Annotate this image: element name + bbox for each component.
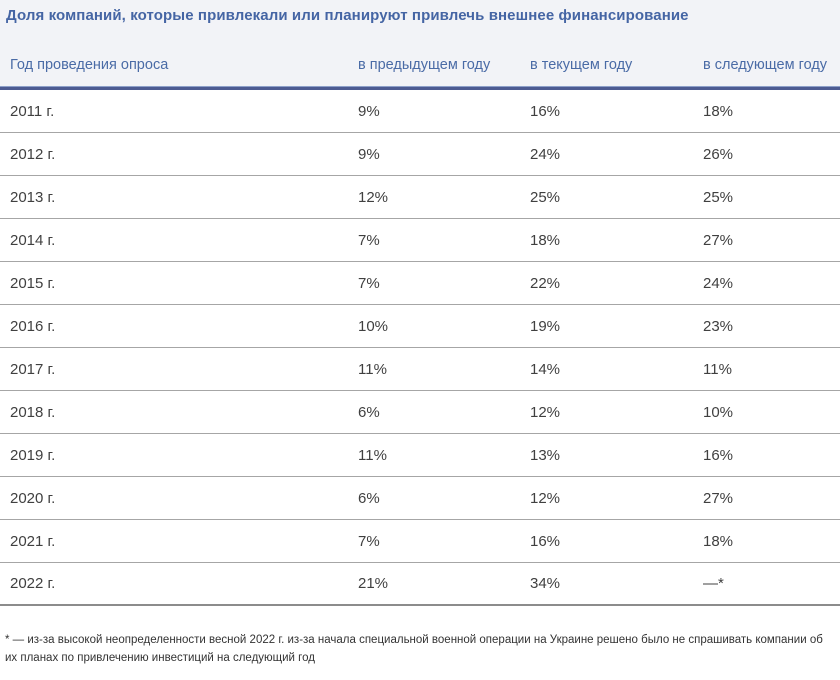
value-cell: 22%: [530, 274, 561, 292]
value-cell: 25%: [703, 188, 734, 206]
year-cell: 2013 г.: [10, 188, 56, 206]
value-cell: 18%: [703, 532, 734, 550]
table-row: 2017 г. 11% 14% 11%: [0, 348, 840, 391]
year-cell: 2018 г.: [10, 403, 56, 421]
table-row: 2021 г. 7% 16% 18%: [0, 520, 840, 563]
value-cell: 23%: [703, 317, 734, 335]
year-cell: 2022 г.: [10, 575, 56, 592]
value-cell: 12%: [530, 403, 561, 421]
value-cell: 7%: [358, 532, 380, 550]
year-cell: 2021 г.: [10, 532, 56, 550]
footnote: * — из-за высокой неопределенности весно…: [5, 634, 823, 664]
value-cell: 7%: [358, 231, 380, 249]
column-header-next-year: в следующем году: [703, 57, 828, 73]
table-row: 2014 г. 7% 18% 27%: [0, 219, 840, 262]
year-cell: 2011 г.: [10, 102, 55, 120]
value-cell: 26%: [703, 145, 734, 163]
value-cell: 10%: [703, 403, 734, 421]
page-title: Доля компаний, которые привлекали или пл…: [6, 7, 689, 24]
value-cell: 24%: [530, 145, 561, 163]
table-row: 2022 г. 21% 34% —*: [0, 563, 840, 606]
year-cell: 2014 г.: [10, 231, 56, 249]
value-cell: 9%: [358, 145, 380, 163]
value-cell: 34%: [530, 575, 561, 592]
value-cell: 19%: [530, 317, 561, 335]
value-cell: 16%: [530, 102, 561, 120]
value-cell: 18%: [530, 231, 561, 249]
table-header-row: Год проведения опроса в предыдущем году …: [0, 57, 840, 86]
value-cell: 11%: [358, 446, 387, 464]
value-cell: 25%: [530, 188, 561, 206]
table-row: 2011 г. 9% 16% 18%: [0, 90, 840, 133]
year-cell: 2015 г.: [10, 274, 56, 292]
value-cell: 7%: [358, 274, 380, 292]
table-header-band: Доля компаний, которые привлекали или пл…: [0, 0, 840, 86]
value-cell: 14%: [530, 360, 561, 378]
year-cell: 2017 г.: [10, 360, 56, 378]
table-row: 2018 г. 6% 12% 10%: [0, 391, 840, 434]
value-cell: 11%: [703, 360, 732, 378]
value-cell: —*: [703, 575, 724, 592]
table-row: 2015 г. 7% 22% 24%: [0, 262, 840, 305]
table-body: 2011 г. 9% 16% 18% 2012 г. 9% 24% 26% 2013 г. 12%…: [0, 90, 840, 606]
header-divider-rule: [0, 86, 840, 90]
value-cell: 27%: [703, 489, 734, 507]
value-cell: 16%: [703, 446, 734, 464]
value-cell: 27%: [703, 231, 734, 249]
year-cell: 2019 г.: [10, 446, 56, 464]
column-header-survey-year: Год проведения опроса: [10, 57, 169, 73]
table-row: 2020 г. 6% 12% 27%: [0, 477, 840, 520]
value-cell: 12%: [530, 489, 561, 507]
value-cell: 16%: [530, 532, 561, 550]
value-cell: 12%: [358, 188, 389, 206]
year-cell: 2020 г.: [10, 489, 56, 507]
table-row: 2016 г. 10% 19% 23%: [0, 305, 840, 348]
value-cell: 10%: [358, 317, 389, 335]
value-cell: 11%: [358, 360, 387, 378]
value-cell: 18%: [703, 102, 734, 120]
value-cell: 9%: [358, 102, 380, 120]
value-cell: 6%: [358, 403, 380, 421]
column-header-current-year: в текущем году: [530, 57, 633, 73]
year-cell: 2016 г.: [10, 317, 56, 335]
value-cell: 24%: [703, 274, 734, 292]
table-row: 2013 г. 12% 25% 25%: [0, 176, 840, 219]
value-cell: 6%: [358, 489, 380, 507]
year-cell: 2012 г.: [10, 145, 56, 163]
table-row: 2012 г. 9% 24% 26%: [0, 133, 840, 176]
column-header-previous-year: в предыдущем году: [358, 57, 491, 73]
value-cell: 21%: [358, 575, 389, 592]
value-cell: 13%: [530, 446, 561, 464]
table-row: 2019 г. 11% 13% 16%: [0, 434, 840, 477]
